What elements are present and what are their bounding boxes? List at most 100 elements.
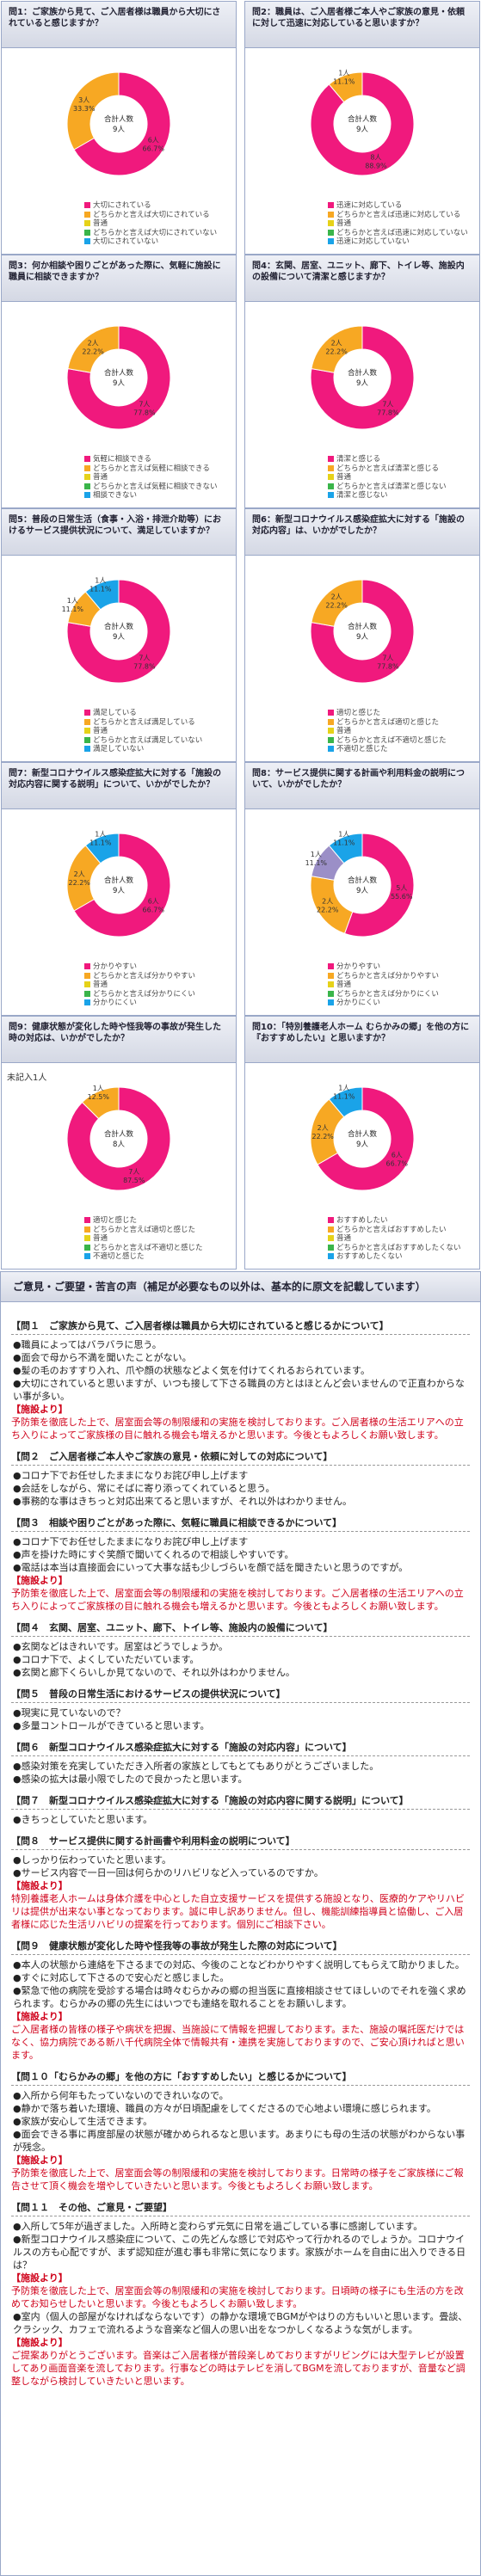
reply-text: ご提案ありがとうございます。音楽はご入居者様が普段楽しめておりますがリビングには…	[11, 2350, 466, 2387]
legend-swatch	[328, 1235, 334, 1241]
chart-legend: おすすめしたい どちらかと言えばおすすめしたい 普通 どちらかと言えばおすすめしたくな…	[328, 1216, 461, 1262]
comments-body: 【問１ ご家族から見て、ご入居者様は職員から大切にされていると感じるかについて】…	[1, 1302, 480, 2388]
reply-text: 予防策を徹底した上で、居室面会等の制限緩和の実施を検討しております。日常時の様子…	[11, 2167, 464, 2192]
comment-item: ●事務的な事はきちっと対応出来てると思いますが、それ以外はわかりません。	[13, 1496, 353, 1507]
chart-legend: 気軽に相談できる どちらかと言えば気軽に相談できる 普通 どちらかと言えば気軽に相談で…	[84, 455, 218, 501]
legend-label: どちらかと言えば不適切と感じた	[93, 1243, 203, 1252]
legend-item: どちらかと言えばおすすめしたい	[328, 1226, 461, 1235]
center-label: 合計人数	[348, 876, 378, 885]
chart-card-8: 問8：サービス提供に関する計画や利用料金の説明について、いかがでしたか？ 5人 55…	[244, 762, 480, 1016]
legend-swatch	[84, 229, 90, 236]
legend-swatch	[84, 211, 90, 218]
question-heading: 【問３ 相談や困りごとがあった際に、気軽に職員に相談できるかについて】	[11, 1516, 470, 1532]
legend-swatch	[84, 728, 90, 734]
legend-label: 普通	[93, 473, 108, 482]
donut-slice	[84, 833, 120, 864]
legend-label: 普通	[336, 1234, 352, 1243]
legend-swatch	[84, 736, 90, 743]
legend-label: 満足している	[93, 709, 137, 717]
comment-item: ●コロナ下でお任せしたままになりお詫び申し上げます	[13, 1536, 249, 1547]
legend-swatch	[84, 963, 90, 969]
slice-percent-label: 77.8%	[133, 409, 156, 417]
slice-count-label: 6人	[148, 897, 159, 905]
center-label: 合計人数	[104, 368, 134, 378]
slice-count-label: 2人	[318, 1124, 329, 1132]
chart-card-2: 問2：職員は、ご入居者様ご本人やご家族の意見・依頼に対して迅速に対応していると思…	[244, 1, 480, 255]
center-label: 合計人数	[348, 368, 378, 378]
legend-swatch	[328, 999, 334, 1005]
center-total: 9人	[113, 633, 125, 642]
comment-item: ●新型コロナウイルス感染症について、この先どんな感じで対応やって行かれるのでしょ…	[13, 2234, 466, 2271]
donut-slice	[67, 325, 120, 373]
slice-percent-label: 22.2%	[82, 347, 104, 355]
legend-label: おすすめしたくない	[336, 1252, 403, 1261]
legend-swatch	[84, 1244, 90, 1251]
donut-slice	[73, 71, 171, 176]
legend-item: 普通	[328, 473, 447, 483]
legend-label: 気軽に相談できる	[93, 455, 151, 464]
donut-slice	[343, 833, 415, 938]
comment-item: ●緊急で他の病院を受診する場合は時々むらかみの郷の担当医に直接相談させてほしいの…	[13, 1985, 466, 2009]
legend-swatch	[84, 1253, 90, 1259]
legend-item: 分かりにくい	[328, 999, 439, 1008]
legend-item: 大切にされていない	[84, 237, 217, 247]
slice-percent-label: 33.3%	[73, 105, 96, 113]
legend-item: 適切と感じた	[328, 709, 447, 718]
comment-item: ●声を掛けた時にすぐ笑顔で聞いてくれるので相談しやすいです。	[13, 1549, 294, 1560]
chart-legend: 適切と感じた どちらかと言えば適切と感じた 普通 どちらかと言えば不適切と感じた 不適切…	[328, 709, 447, 754]
chart-legend: 迅速に対応している どちらかと言えば迅速に対応している 普通 どちらかと言えば迅速に対…	[328, 201, 468, 247]
center-label: 合計人数	[104, 1129, 134, 1139]
legend-label: どちらかと言えば気軽に相談できない	[93, 482, 218, 491]
donut-slice	[310, 579, 415, 684]
legend-swatch	[84, 990, 90, 997]
comment-item: ●入所から何年もたっていないのできれいなので。	[13, 2090, 229, 2101]
legend-label: 不適切と感じた	[336, 745, 388, 753]
legend-item: 満足していない	[84, 745, 202, 754]
legend-label: どちらかと言えば適切と感じた	[336, 717, 440, 727]
slice-count-label: 1人	[338, 1084, 349, 1091]
legend-label: 清潔と感じない	[336, 491, 388, 500]
legend-item: どちらかと言えば適切と感じた	[84, 1226, 203, 1235]
reply-label: 【施設より】	[11, 2272, 68, 2284]
legend-label: どちらかと言えば分かりやすい	[93, 971, 196, 981]
legend-label: どちらかと言えば迅速に対応していない	[336, 228, 468, 237]
legend-swatch	[84, 718, 90, 725]
legend-label: 分かりやすい	[336, 962, 381, 971]
comment-item: ●感染対策を充実していただき入所者の家族としてもとてもありがとうございました。	[13, 1761, 379, 1772]
slice-percent-label: 77.8%	[377, 663, 399, 671]
slice-percent-label: 11.1%	[89, 839, 112, 846]
slice-count-label: 8人	[370, 154, 381, 162]
center-total: 9人	[356, 633, 368, 642]
slice-percent-label: 11.1%	[333, 839, 355, 846]
legend-item: 普通	[84, 727, 202, 736]
legend-swatch	[328, 456, 334, 462]
legend-label: 分かりやすい	[93, 962, 138, 971]
chart-title: 問8：サービス提供に関する計画や利用料金の説明について、いかがでしたか？	[245, 763, 479, 809]
slice-count-label: 2人	[331, 339, 342, 347]
legend-item: 普通	[328, 981, 439, 990]
chart-card-6: 問6：新型コロナウイルス感染症拡大に対する「施設の対応内容」は、いかがでしたか？…	[244, 508, 480, 762]
slice-count-label: 1人	[95, 576, 106, 584]
legend-swatch	[84, 746, 90, 752]
chart-title: 問4：玄関、居室、ユニット、廊下、トイレ等、施設内の設備について清潔と感じますか…	[245, 255, 479, 302]
slice-count-label: 3人	[78, 96, 89, 104]
slice-percent-label: 88.9%	[365, 163, 387, 170]
legend-label: 普通	[336, 981, 352, 989]
legend-swatch	[84, 238, 90, 244]
legend-swatch	[84, 456, 90, 462]
legend-item: どちらかと言えばおすすめしたくない	[328, 1244, 461, 1253]
reply-label: 【施設より】	[11, 2337, 68, 2348]
question-heading: 【問１１ その他、ご意見・ご要望】	[11, 2201, 470, 2216]
chart-title: 問2：職員は、ご入居者様ご本人やご家族の意見・依頼に対して迅速に対応していると思…	[245, 2, 479, 48]
comment-item: ●職員によってはバラバラに思う。	[13, 1339, 162, 1350]
unanswered-note: 未記入1人	[7, 1073, 47, 1083]
comment-item: ●家族が安心して生活できます。	[13, 2116, 153, 2127]
legend-label: 分かりにくい	[336, 999, 380, 1007]
legend-label: どちらかと言えば満足している	[93, 717, 195, 727]
comments-panel: ご意見・ご要望・苦言の声（補足が必要なもの以外は、基本的に原文を記載しています）…	[0, 1271, 481, 2576]
legend-item: どちらかと言えば分かりやすい	[328, 972, 439, 981]
